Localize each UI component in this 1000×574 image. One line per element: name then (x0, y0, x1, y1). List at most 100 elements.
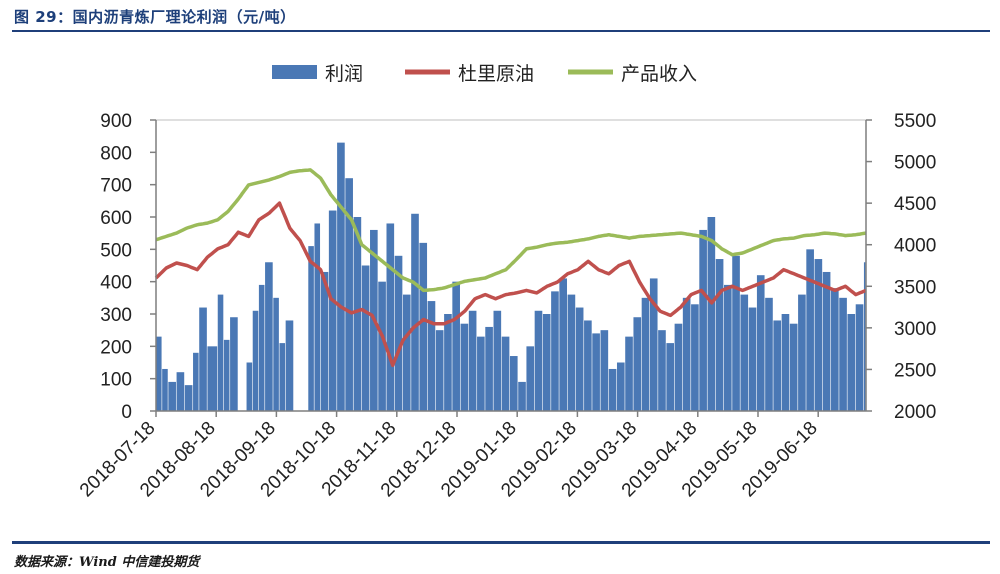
profit-bar (806, 249, 814, 411)
y-left-tick-label: 100 (100, 370, 132, 391)
profit-bar (831, 288, 839, 411)
profit-bar (156, 336, 162, 411)
profit-bar (682, 297, 691, 411)
series-lines (154, 168, 867, 368)
profit-bar (863, 262, 866, 411)
profit-bar (526, 346, 535, 411)
y-left-tick-label: 900 (100, 111, 132, 132)
profit-bar (633, 317, 642, 411)
profit-bar (419, 242, 428, 411)
figure-title: 图 29：国内沥青炼厂理论利润（元/吨） (14, 8, 296, 26)
top-divider (12, 30, 990, 32)
profit-bar (666, 343, 675, 411)
profit-bar (265, 262, 273, 411)
y-right-tick-label: 2000 (894, 402, 936, 423)
y-left-tick-label: 300 (100, 305, 132, 326)
profit-bar (567, 294, 576, 411)
profit-bar (223, 339, 230, 411)
profit-bar (575, 307, 584, 411)
profit-bar (460, 323, 469, 411)
profit-bar (518, 381, 526, 411)
legend-label-profit: 利润 (325, 63, 363, 85)
profit-bar (217, 294, 224, 411)
dubai-line (154, 201, 867, 368)
y-right-tick-label: 3000 (894, 319, 936, 340)
profit-bar (386, 223, 395, 411)
y-right-tick-label: 2500 (894, 360, 936, 381)
profit-bar (320, 271, 329, 411)
x-axis: 2018-07-182018-08-182018-09-182018-10-18… (76, 410, 866, 501)
profit-bar (199, 307, 207, 411)
profit-bar (707, 217, 716, 411)
profit-bar (308, 246, 314, 411)
bottom-divider (12, 541, 990, 544)
profit-bar (781, 314, 790, 411)
y-right-tick-label: 5500 (894, 111, 936, 132)
y-left-tick-label: 500 (100, 240, 132, 261)
profit-bar (641, 297, 650, 411)
profit-bar (485, 326, 493, 411)
profit-bar (765, 297, 773, 411)
y-left-tick-label: 400 (100, 273, 132, 294)
profit-bar (168, 381, 176, 411)
profit-bar (279, 343, 286, 411)
profit-bar (402, 294, 411, 411)
profit-bar (855, 304, 864, 411)
profit-bar (394, 255, 403, 411)
legend-label-income: 产品收入 (621, 63, 697, 85)
y-left-tick-label: 0 (121, 402, 132, 423)
y-left-tick-label: 800 (100, 143, 132, 164)
profit-bar (176, 372, 185, 411)
profit-bar (542, 314, 551, 411)
profit-bar (608, 368, 617, 411)
profit-bar (193, 352, 199, 411)
profit-bar (748, 307, 757, 411)
profit-bar (444, 314, 452, 411)
profit-bar (756, 275, 765, 411)
profit-bar (584, 320, 592, 411)
profit-bar (493, 310, 502, 411)
profit-bar (839, 297, 847, 411)
y-left-tick-label: 600 (100, 208, 132, 229)
profit-bar (345, 178, 353, 411)
profit-bar (798, 294, 806, 411)
profit-bar (559, 278, 567, 411)
legend-label-dubai: 杜里原油 (458, 63, 534, 85)
profit-bar (649, 278, 658, 411)
source-note: 数据来源：Wind 中信建投期货 (14, 555, 200, 570)
profit-bar (740, 294, 749, 411)
profit-bar (435, 330, 444, 411)
profit-bar (162, 368, 168, 411)
profit-bar (847, 314, 856, 411)
y-axis-right: 2000 2500 3000 3500 4000 4500 5000 5500 (865, 111, 936, 423)
profit-bar (501, 336, 510, 411)
profit-bar (411, 213, 419, 411)
profit-bar (789, 323, 798, 411)
profit-bar (427, 301, 436, 411)
profit-bar (674, 323, 683, 411)
y-right-tick-label: 5000 (894, 153, 936, 174)
profit-bar (509, 356, 518, 411)
profit-bar (592, 333, 600, 411)
profit-bar (184, 385, 193, 411)
profit-bar (328, 210, 337, 411)
profit-bar (230, 317, 238, 411)
profit-chart: 利润 杜里原油 产品收入 0 100 200 300 400 500 600 700 800 90… (76, 63, 936, 501)
y-right-tick-label: 4000 (894, 236, 936, 257)
y-right-tick-label: 4500 (894, 194, 936, 215)
profit-bar (699, 229, 707, 411)
profit-bar (258, 284, 265, 411)
profit-bar (732, 255, 740, 411)
profit-bar (314, 223, 321, 411)
profit-bar (477, 336, 485, 411)
profit-bar (724, 284, 732, 411)
profit-bar (207, 346, 218, 411)
y-axis-left: 0 100 200 300 400 500 600 700 800 900 (100, 111, 157, 423)
y-left-tick-label: 200 (100, 337, 132, 358)
profit-bars (156, 142, 866, 411)
profit-bar (353, 217, 362, 411)
profit-bar (773, 320, 782, 411)
y-right-tick-label: 3500 (894, 277, 936, 298)
profit-bar (361, 265, 370, 411)
profit-bar (378, 281, 386, 411)
